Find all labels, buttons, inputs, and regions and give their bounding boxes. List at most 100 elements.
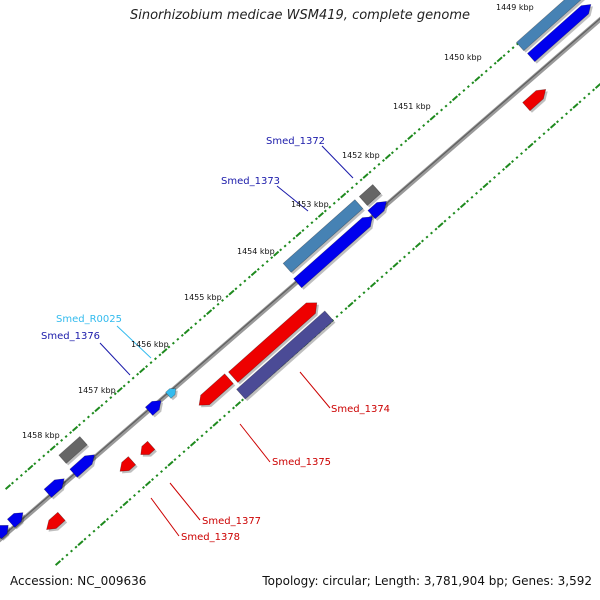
scale-tick (457, 92, 461, 96)
gene-1449-steel[interactable] (516, 0, 586, 53)
gene-1458-gray[interactable] (58, 436, 90, 466)
gene-blue-small-3-shape (0, 525, 9, 540)
scale-tick (332, 201, 336, 205)
scale-tick (328, 205, 332, 209)
gene-1458-blue[interactable] (69, 454, 97, 480)
gene-blue-small-3[interactable] (0, 525, 11, 541)
gene-red-long[interactable] (228, 302, 319, 385)
scale-tick (404, 139, 408, 143)
scale-tick (542, 132, 546, 136)
gene-label-smed-1376[interactable]: Smed_1376 (41, 331, 100, 342)
gene-smed-1375-red[interactable] (198, 373, 236, 408)
gene-blue-small-2[interactable] (6, 512, 25, 530)
gene-blue-long-shape (293, 216, 373, 289)
gene-smed-1373-blue[interactable] (367, 201, 389, 221)
scale-tick (520, 152, 523, 156)
gene-steel-long-shape (282, 199, 364, 273)
gene-blue-small-2-shape (6, 512, 24, 528)
scale-tick (149, 361, 153, 365)
gene-smed-1378-red[interactable] (140, 440, 157, 457)
scale-tick (515, 156, 519, 160)
scale-tick (587, 92, 591, 96)
scale-tick (380, 275, 384, 279)
scale-tick (347, 301, 354, 308)
scale-tick (203, 314, 207, 318)
gene-label-smed-1373[interactable]: Smed_1373 (221, 176, 280, 187)
gene-smed-r0025[interactable] (165, 388, 178, 401)
gene-steel-long[interactable] (282, 199, 365, 275)
gene-smed-1377-red[interactable] (119, 456, 138, 474)
scale-tick (187, 446, 190, 450)
scale-tick (407, 134, 414, 141)
gene-label-smed-r0025[interactable]: Smed_R0025 (56, 314, 122, 325)
scale-tick (139, 367, 146, 374)
scale-tick (549, 122, 557, 129)
scale-tick (340, 311, 343, 315)
gene-label-smed-1375[interactable]: Smed_1375 (272, 457, 331, 468)
gene-smed-1376-blue[interactable] (144, 400, 163, 418)
gene-blue-small-1-shape (43, 478, 65, 498)
gene-smed-1378-red-shape (140, 440, 156, 455)
scale-tick (49, 445, 56, 452)
scale-tick (82, 419, 86, 423)
scale-tick (194, 322, 198, 326)
gene-labels[interactable]: Smed_1372 Smed_1373 Smed_R0025 Smed_1376 Sme… (41, 136, 390, 543)
scale-tick (358, 295, 361, 299)
scale-tick (288, 240, 292, 244)
gene-blue-small-1[interactable] (43, 478, 67, 500)
gene-1451-red[interactable] (522, 89, 548, 113)
scale-tick (92, 529, 96, 533)
scale-tick (497, 171, 501, 175)
scale-tick (15, 477, 19, 481)
scale-tick (232, 406, 235, 410)
scale-tick (212, 306, 216, 310)
smed-1376-leader (99, 342, 131, 376)
scale-tick (323, 209, 327, 213)
gene-label-smed-1377[interactable]: Smed_1377 (202, 516, 261, 527)
scale-tick (198, 318, 202, 322)
map-title: Sinorhizobium medicae WSM419, complete g… (129, 8, 471, 23)
scale-tick (572, 103, 579, 109)
scale-tick (178, 454, 181, 458)
scale-tick (403, 255, 406, 259)
scale-tick (171, 341, 175, 345)
gene-smed-1374-slate[interactable] (236, 310, 336, 402)
gene-label-smed-1372[interactable]: Smed_1372 (266, 136, 325, 147)
scale-tick (484, 69, 488, 73)
scale-tick (106, 517, 109, 521)
scale-tick (265, 260, 269, 264)
gene-blue-long[interactable] (293, 216, 375, 290)
scale-tick (151, 478, 154, 482)
gene-1458-blue-shape (69, 454, 95, 478)
scale-tick (241, 398, 244, 402)
scale-tick (569, 108, 573, 112)
smed-1375-leader (239, 423, 271, 463)
scale-tick (209, 426, 213, 430)
outer-tick-track (4, 37, 526, 490)
gene-features[interactable] (0, 0, 593, 541)
scale-tick (489, 65, 493, 69)
scale-tick (538, 136, 541, 140)
gene-red-small-4[interactable] (46, 511, 68, 532)
scale-tick (180, 333, 184, 337)
scale-tick (104, 400, 108, 403)
gene-smed-r0025-shape (165, 388, 177, 399)
scale-tick (137, 489, 141, 493)
gene-label-smed-1374[interactable]: Smed_1374 (331, 404, 390, 415)
gene-1449-blue[interactable] (527, 4, 593, 64)
smed-1378-leader (150, 497, 180, 537)
scale-tick (128, 497, 132, 501)
scale-tick (33, 462, 37, 466)
scale-tick (205, 430, 208, 434)
gene-1449-steel-shape (516, 0, 582, 52)
gene-label-smed-1378[interactable]: Smed_1378 (181, 532, 240, 543)
kbp-scale-label: 1454 kbp (237, 247, 275, 256)
gene-smed-1372-gray[interactable] (358, 184, 383, 208)
scale-tick (238, 283, 242, 287)
scale-tick (200, 434, 204, 438)
scale-tick (88, 533, 91, 537)
scale-tick (368, 170, 372, 174)
scale-tick (560, 116, 564, 120)
scale-tick (261, 263, 265, 267)
